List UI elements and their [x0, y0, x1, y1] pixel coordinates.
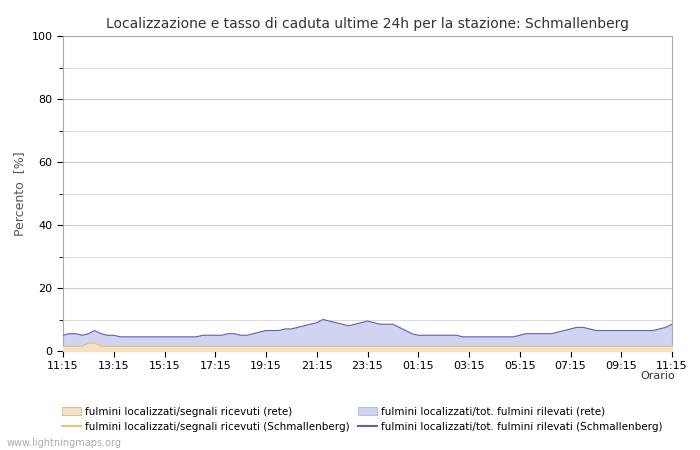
Text: Orario: Orario	[640, 371, 676, 381]
Text: www.lightningmaps.org: www.lightningmaps.org	[7, 438, 122, 448]
Title: Localizzazione e tasso di caduta ultime 24h per la stazione: Schmallenberg: Localizzazione e tasso di caduta ultime …	[106, 17, 629, 31]
Y-axis label: Percento  [%]: Percento [%]	[13, 151, 26, 236]
Legend: fulmini localizzati/segnali ricevuti (rete), fulmini localizzati/segnali ricevut: fulmini localizzati/segnali ricevuti (re…	[62, 407, 662, 432]
